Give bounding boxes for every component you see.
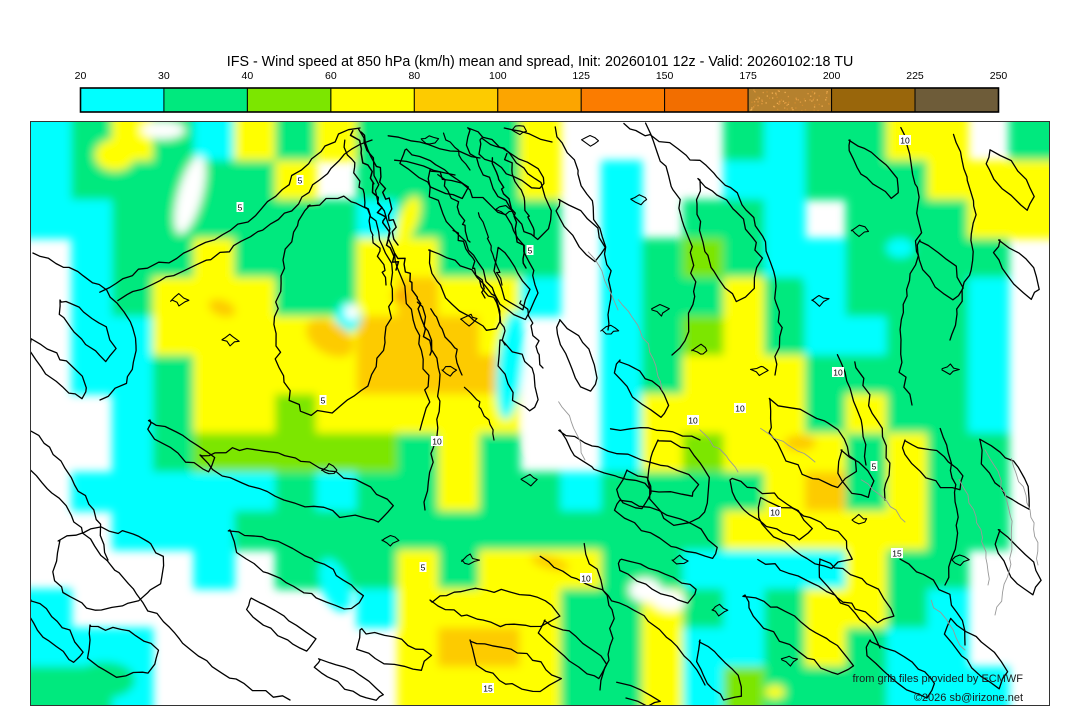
svg-text:10: 10 bbox=[735, 404, 745, 414]
svg-text:from grib files provided by EC: from grib files provided by ECMWF bbox=[852, 673, 1023, 685]
svg-text:125: 125 bbox=[572, 70, 590, 82]
svg-text:225: 225 bbox=[906, 70, 924, 82]
svg-text:60: 60 bbox=[325, 70, 337, 82]
svg-text:10: 10 bbox=[688, 416, 698, 426]
svg-text:30: 30 bbox=[158, 70, 170, 82]
svg-text:5: 5 bbox=[238, 203, 243, 213]
svg-text:10: 10 bbox=[900, 136, 910, 146]
svg-text:5: 5 bbox=[421, 563, 426, 573]
svg-text:100: 100 bbox=[489, 70, 507, 82]
svg-text:150: 150 bbox=[656, 70, 674, 82]
svg-text:10: 10 bbox=[833, 368, 843, 378]
svg-text:5: 5 bbox=[872, 462, 877, 472]
svg-text:15: 15 bbox=[483, 684, 493, 694]
svg-text:5: 5 bbox=[528, 246, 533, 256]
svg-text:20: 20 bbox=[75, 70, 87, 82]
svg-text:175: 175 bbox=[739, 70, 757, 82]
svg-text:80: 80 bbox=[408, 70, 420, 82]
svg-text:40: 40 bbox=[242, 70, 254, 82]
svg-text:©2026 sb@irizone.net: ©2026 sb@irizone.net bbox=[914, 692, 1023, 704]
svg-text:IFS - Wind speed at 850 hPa (k: IFS - Wind speed at 850 hPa (km/h) mean … bbox=[227, 54, 854, 70]
svg-text:10: 10 bbox=[432, 437, 442, 447]
svg-text:10: 10 bbox=[581, 574, 591, 584]
svg-text:15: 15 bbox=[892, 549, 902, 559]
svg-text:10: 10 bbox=[770, 508, 780, 518]
svg-text:200: 200 bbox=[823, 70, 841, 82]
svg-text:5: 5 bbox=[321, 396, 326, 406]
svg-text:5: 5 bbox=[298, 176, 303, 186]
svg-text:250: 250 bbox=[990, 70, 1008, 82]
